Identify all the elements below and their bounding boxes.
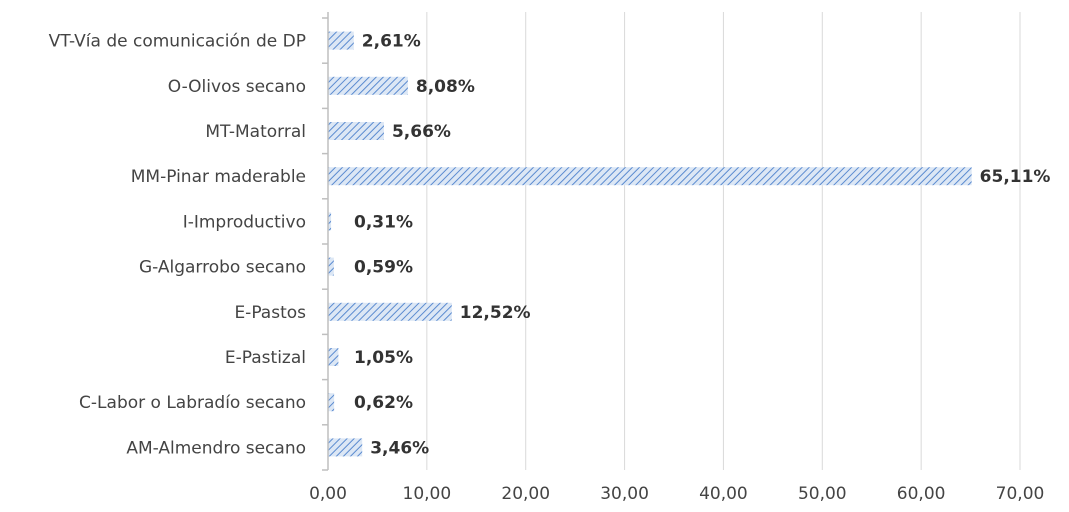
bar — [328, 257, 334, 276]
category-label: AM-Almendro secano — [126, 438, 306, 458]
category-label: MM-Pinar maderable — [131, 167, 306, 187]
x-tick-label: 60,00 — [897, 484, 946, 504]
gridlines — [426, 12, 1021, 470]
x-tick-label: 0,00 — [309, 484, 347, 504]
category-label: E-Pastos — [234, 303, 306, 323]
bar — [328, 393, 335, 412]
category-label: O-Olivos secano — [168, 77, 306, 97]
category-label: E-Pastizal — [225, 348, 306, 368]
category-label: MT-Matorral — [205, 122, 306, 142]
data-label: 12,52% — [460, 303, 531, 323]
bar — [328, 438, 363, 457]
data-label: 5,66% — [392, 122, 451, 142]
category-label: G-Algarrobo secano — [139, 258, 306, 278]
data-label: 65,11% — [980, 167, 1051, 187]
data-label: 8,08% — [416, 77, 475, 97]
data-label: 1,05% — [354, 348, 413, 368]
x-tick-label: 40,00 — [699, 484, 748, 504]
bar — [328, 212, 332, 231]
x-tick-label: 30,00 — [600, 484, 649, 504]
bar — [328, 76, 408, 95]
labels: 0,00 10,00 20,00 30,00 40,00 50,00 60,00 70,00 V… — [49, 32, 1051, 504]
x-tick-label: 70,00 — [996, 484, 1045, 504]
axes — [322, 12, 329, 471]
bar — [328, 348, 339, 366]
data-label: 0,31% — [354, 212, 413, 232]
bar — [328, 302, 452, 321]
bar — [328, 122, 384, 140]
x-tick-label: 10,00 — [403, 484, 452, 504]
x-tick-label: 20,00 — [501, 484, 550, 504]
data-label: 0,59% — [354, 258, 413, 278]
data-label: 3,46% — [370, 438, 429, 458]
x-tick-label: 50,00 — [798, 484, 847, 504]
category-label: C-Labor o Labradío secano — [79, 393, 306, 413]
bar — [328, 31, 354, 50]
bars — [328, 31, 972, 457]
category-label: VT-Vía de comunicación de DP — [49, 32, 306, 52]
bar — [328, 167, 972, 186]
data-label: 0,62% — [354, 393, 413, 413]
data-label: 2,61% — [362, 32, 421, 52]
category-label: I-Improductivo — [183, 212, 306, 232]
